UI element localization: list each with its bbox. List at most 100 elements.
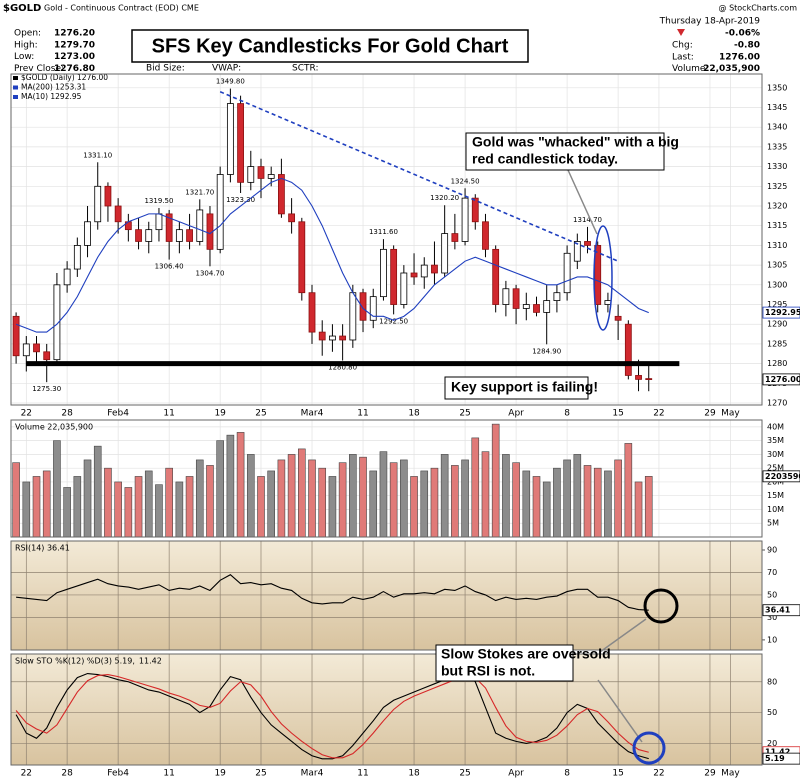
panel-label: 11.42 [139, 657, 162, 666]
header: $GOLD Gold - Continuous Contract (EOD) CM… [3, 3, 797, 74]
volume-bar [389, 462, 398, 538]
panel-background [11, 541, 762, 650]
x-tick-label: 11 [357, 769, 368, 779]
candle-body [175, 229, 183, 242]
callout-arrow [567, 169, 598, 235]
volume-bar [12, 462, 20, 538]
candle-body [369, 296, 377, 321]
candle-body [94, 185, 102, 223]
candle-body [329, 335, 336, 341]
low-label: 1275.30 [32, 385, 61, 393]
candle-body [104, 185, 112, 207]
volume-bar [298, 448, 306, 538]
y-tick-label: 1320 [767, 202, 787, 211]
y-tick-label: 1340 [767, 123, 787, 132]
highlight-circle [632, 731, 666, 765]
candle-body [563, 252, 571, 294]
callout-text: but RSI is not. [441, 663, 535, 679]
field-value: 1276.80 [54, 64, 95, 74]
volume-bar [644, 476, 653, 538]
axis-value-label: 1292.95 [765, 308, 800, 317]
candle-body [237, 103, 244, 183]
candle-body [614, 315, 622, 321]
legend-swatch [13, 95, 18, 99]
panel-background [11, 74, 762, 405]
candle-body [431, 264, 438, 274]
y-tick-label: 5M [767, 519, 779, 528]
candle-body [267, 174, 275, 179]
y-tick-label: 50 [767, 590, 777, 599]
legend-entry: MA(200) 1253.31 [21, 83, 86, 92]
candle-body [73, 245, 81, 270]
volume-bar [165, 467, 173, 538]
volume-bar [185, 476, 194, 538]
x-tick-label: 19 [214, 409, 226, 419]
x-tick-label: 8 [564, 769, 570, 779]
x-tick-label: 25 [255, 769, 266, 779]
low-label: 1304.70 [195, 269, 224, 277]
x-tick-label: 25 [255, 409, 266, 419]
x-tick-label: 18 [408, 409, 420, 419]
legend-entry: MA(10) 1292.95 [21, 92, 82, 101]
volume-bar [593, 467, 602, 538]
candle-body [533, 304, 540, 313]
volume-bar [338, 462, 347, 538]
candle-body [288, 213, 296, 223]
callout-box [465, 132, 665, 171]
y-tick-label: 1295 [767, 300, 787, 309]
indicator-line [15, 672, 649, 760]
candle-body [502, 288, 510, 305]
y-tick-label: 1270 [767, 399, 787, 408]
y-tick-label: 80 [767, 677, 777, 686]
candle-body [349, 292, 357, 341]
axis-value-label: 5.19 [765, 754, 785, 763]
volume-bar [349, 454, 357, 538]
candle-body [584, 241, 591, 246]
callout-box [444, 376, 589, 400]
high-label: 1349.80 [216, 78, 245, 86]
candle-body [216, 174, 224, 250]
candle-body [380, 248, 387, 298]
legend-swatch [13, 76, 18, 80]
panel-label: Volume 22,035,900 [15, 423, 93, 432]
y-tick-label: 50 [767, 708, 777, 717]
highlight-circle [643, 588, 679, 624]
y-tick-label: 1310 [767, 241, 787, 250]
candle-body [635, 375, 642, 380]
candle-body [298, 221, 306, 294]
axis-value-box [762, 470, 800, 483]
volume-bar [379, 451, 388, 538]
x-tick-label: 22 [653, 769, 664, 779]
candle-body [400, 272, 408, 305]
field-label: Chg: [672, 41, 693, 51]
y-tick-label: 40M [767, 422, 784, 431]
y-tick-label: 30 [767, 613, 777, 622]
volume-bar [328, 476, 337, 538]
x-tick-label: Mar4 [301, 409, 324, 419]
panel-label: RSI(14) 36.41 [15, 544, 70, 553]
low-label: 1280.80 [328, 363, 357, 371]
high-label: 1319.50 [144, 197, 173, 205]
candle-body [43, 351, 51, 361]
field-value: 1279.70 [54, 40, 95, 50]
x-tick-label: 28 [61, 409, 73, 419]
volume-bar [257, 476, 265, 538]
change-pct: -0.06% [725, 29, 760, 39]
y-tick-label: 1350 [767, 83, 787, 92]
date: Thursday 18-Apr-2019 [659, 17, 761, 27]
high-label: 1320.20 [430, 194, 459, 202]
candle-body [522, 304, 530, 309]
volume-bar [563, 459, 571, 538]
panel-border [10, 653, 763, 766]
candle-body [482, 221, 489, 250]
callout-text: Key support is failing! [451, 379, 598, 395]
panel-border [10, 73, 763, 406]
down-arrow-icon [677, 29, 685, 36]
candle-body [145, 229, 153, 242]
x-tick-label: 15 [612, 409, 623, 419]
y-tick-label: 10 [767, 635, 777, 644]
volume-bar [461, 459, 469, 538]
candle-body [278, 174, 285, 215]
x-tick-label: 11 [357, 409, 368, 419]
high-label: 1314.70 [573, 216, 602, 224]
